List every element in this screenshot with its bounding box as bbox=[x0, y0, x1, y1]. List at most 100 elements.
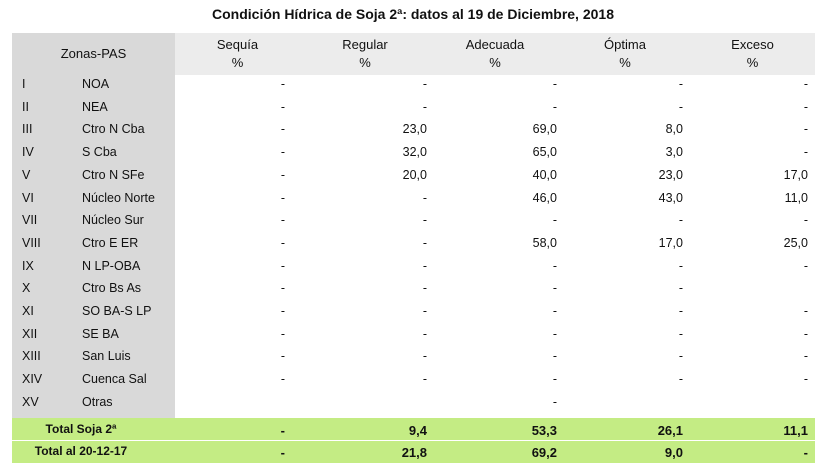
row-number: XI bbox=[22, 304, 34, 318]
cell-value: - bbox=[552, 77, 557, 91]
cell-value: - bbox=[678, 213, 683, 228]
cell-value: - bbox=[280, 349, 285, 364]
row-number: IV bbox=[22, 145, 34, 160]
row-number: V bbox=[22, 167, 31, 182]
row-zone: Núcleo Sur bbox=[82, 213, 144, 228]
row-zone: Cuenca Sal bbox=[82, 372, 147, 387]
cell-value: - bbox=[678, 99, 683, 114]
cell-value: - bbox=[280, 213, 285, 228]
cell-value: - bbox=[422, 372, 427, 387]
total-label: Total al 20-12-17 bbox=[34, 444, 128, 458]
cell-value: - bbox=[552, 99, 557, 114]
cell-value: - bbox=[280, 326, 285, 341]
row-number: III bbox=[22, 122, 33, 137]
row-number: II bbox=[22, 99, 29, 114]
cell-value: 23,0 bbox=[658, 167, 683, 182]
cell-value: 32,0 bbox=[402, 145, 427, 160]
row-zone: NOA bbox=[82, 77, 110, 91]
cell-value: - bbox=[422, 99, 427, 114]
cell-value: - bbox=[678, 281, 683, 296]
cell-value: - bbox=[678, 77, 683, 91]
cell-value: - bbox=[678, 326, 683, 341]
cell-value: - bbox=[280, 190, 285, 205]
cell-value: - bbox=[552, 349, 557, 364]
row-number: IX bbox=[22, 258, 34, 273]
cell-value: - bbox=[280, 372, 285, 387]
row-number: VIII bbox=[22, 235, 41, 250]
cell-value: - bbox=[422, 258, 427, 273]
row-zone: Ctro E ER bbox=[82, 235, 139, 250]
total-label: Total Soja 2ª bbox=[45, 422, 117, 436]
cell-value: - bbox=[552, 281, 557, 296]
total-value: 9,0 bbox=[664, 445, 683, 460]
row-zone: San Luis bbox=[82, 349, 131, 364]
cell-value: 3,0 bbox=[665, 145, 683, 160]
cell-value: - bbox=[422, 349, 427, 364]
cell-value: - bbox=[803, 213, 808, 228]
cell-value: 40,0 bbox=[532, 167, 557, 182]
cell-value: - bbox=[280, 122, 285, 137]
column-unit: % bbox=[619, 55, 631, 70]
cell-value: - bbox=[422, 77, 427, 91]
cell-value: - bbox=[803, 372, 808, 387]
row-zone: Ctro Bs As bbox=[82, 281, 142, 296]
cell-value: - bbox=[552, 304, 557, 318]
cell-value: 20,0 bbox=[402, 167, 427, 182]
cell-value: - bbox=[280, 167, 285, 182]
column-header: Sequía bbox=[216, 37, 259, 52]
cell-value: - bbox=[280, 235, 285, 250]
cell-value: - bbox=[803, 145, 808, 160]
row-number: I bbox=[22, 77, 26, 91]
total-value: 53,3 bbox=[531, 423, 557, 438]
cell-value: - bbox=[552, 372, 557, 387]
row-zone: Núcleo Norte bbox=[82, 190, 155, 205]
cell-value: - bbox=[803, 122, 808, 137]
cell-value: - bbox=[552, 213, 557, 228]
row-number: XIII bbox=[22, 349, 41, 364]
cell-value: 46,0 bbox=[532, 190, 557, 205]
row-zone: SO BA-S LP bbox=[82, 304, 152, 318]
cell-value: - bbox=[280, 145, 285, 160]
totals-divider bbox=[12, 440, 815, 441]
row-number: VI bbox=[22, 190, 34, 205]
cell-value: - bbox=[803, 326, 808, 341]
row-zone: SE BA bbox=[82, 326, 119, 341]
row-zone: Ctro N SFe bbox=[82, 167, 145, 182]
row-zone: S Cba bbox=[82, 145, 117, 160]
cell-value: - bbox=[678, 258, 683, 273]
total-value: 69,2 bbox=[531, 445, 557, 460]
total-value: - bbox=[280, 423, 285, 438]
total-value: 21,8 bbox=[401, 445, 427, 460]
cell-value: - bbox=[552, 326, 557, 341]
column-unit: % bbox=[359, 55, 371, 70]
cell-value: - bbox=[552, 394, 557, 409]
cell-value: - bbox=[422, 281, 427, 296]
row-number: X bbox=[22, 281, 31, 296]
cell-value: 17,0 bbox=[783, 167, 808, 182]
total-value: - bbox=[280, 445, 285, 460]
column-header: Regular bbox=[342, 37, 388, 52]
cell-value: - bbox=[678, 372, 683, 387]
cell-value: - bbox=[678, 304, 683, 318]
cell-value: - bbox=[422, 326, 427, 341]
cell-value: - bbox=[280, 281, 285, 296]
cell-value: - bbox=[552, 258, 557, 273]
cell-value: - bbox=[280, 258, 285, 273]
column-header: Adecuada bbox=[465, 37, 525, 52]
cell-value: - bbox=[678, 349, 683, 364]
row-number: XIV bbox=[22, 372, 43, 387]
row-zone: N LP-OBA bbox=[82, 258, 141, 273]
column-header: Exceso bbox=[731, 37, 774, 52]
row-number: XII bbox=[22, 326, 38, 341]
cell-value: - bbox=[280, 304, 285, 318]
cell-value: 58,0 bbox=[532, 235, 557, 250]
cell-value: - bbox=[280, 99, 285, 114]
cell-value: 11,0 bbox=[784, 190, 808, 205]
cell-value: 69,0 bbox=[532, 122, 557, 137]
cell-value: - bbox=[803, 349, 808, 364]
cell-value: - bbox=[803, 304, 808, 318]
zone-band bbox=[12, 33, 175, 418]
cell-value: - bbox=[422, 213, 427, 228]
cell-value: 25,0 bbox=[783, 235, 808, 250]
